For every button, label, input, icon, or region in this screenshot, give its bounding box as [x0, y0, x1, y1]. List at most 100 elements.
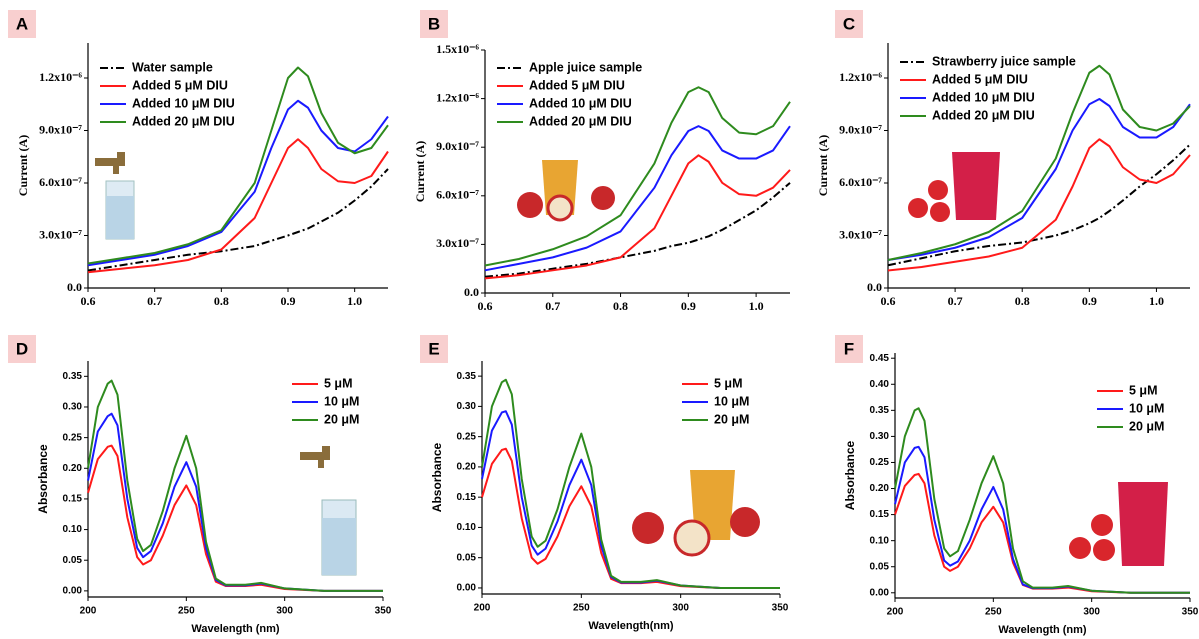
panel-label: B	[428, 14, 440, 33]
series-line	[481, 447, 780, 589]
legend-label: Added 10 μM DIU	[932, 90, 1035, 104]
legend-label: Added 10 μM DIU	[132, 96, 235, 110]
x-tick-label: 0.8	[214, 294, 229, 308]
legend-label: Added 20 μM DIU	[529, 114, 632, 128]
y-tick-label: 0.35	[63, 371, 83, 382]
panel-label: A	[16, 14, 28, 33]
legend-label: Added 5 μM DIU	[932, 72, 1028, 86]
y-tick-label: 0.00	[870, 587, 890, 598]
panel-label-box	[420, 10, 448, 38]
series-line	[887, 98, 1191, 261]
y-axis-label: Current (A)	[413, 141, 427, 202]
y-tick-label: 0.25	[870, 457, 890, 468]
x-tick-label: 200	[887, 607, 904, 618]
x-tick-label: 0.8	[1015, 294, 1030, 308]
panel-label: C	[843, 14, 855, 33]
y-tick-label: 3.0x10⁻⁷	[436, 236, 479, 250]
y-tick-label: 3.0x10⁻⁷	[839, 227, 882, 241]
panel-label: D	[16, 339, 28, 358]
y-tick-label: 9.0x10⁻⁷	[39, 122, 82, 136]
legend-label: 5 μM	[714, 376, 743, 390]
x-tick-label: 300	[672, 603, 689, 614]
y-tick-label: 0.45	[870, 353, 890, 364]
y-axis-label: Absorbance	[430, 443, 444, 513]
y-tick-label: 0.05	[63, 555, 83, 566]
y-tick-label: 0.10	[457, 522, 477, 533]
y-tick-label: 0.20	[870, 483, 890, 494]
panel-label: E	[428, 339, 439, 358]
x-tick-label: 0.7	[545, 299, 560, 313]
y-tick-label: 0.35	[870, 405, 890, 416]
x-tick-label: 250	[985, 607, 1002, 618]
x-tick-label: 350	[1182, 607, 1199, 618]
y-tick-label: 9.0x10⁻⁷	[436, 139, 479, 153]
series-line	[481, 410, 780, 589]
y-tick-label: 0.15	[63, 494, 83, 505]
panel-label-box	[420, 335, 448, 363]
y-tick-label: 1.2x10⁻⁶	[39, 70, 82, 84]
series-line	[484, 86, 791, 267]
y-tick-label: 0.15	[870, 509, 890, 520]
x-tick-label: 0.7	[147, 294, 162, 308]
legend-label: Added 5 μM DIU	[132, 78, 228, 92]
x-tick-label: 250	[573, 603, 590, 614]
y-tick-label: 0.05	[870, 561, 890, 572]
y-tick-label: 3.0x10⁻⁷	[39, 227, 82, 241]
panel-label: F	[844, 339, 854, 358]
y-tick-label: 1.2x10⁻⁶	[839, 70, 882, 84]
y-tick-label: 0.0	[867, 280, 882, 294]
y-tick-label: 0.15	[457, 492, 477, 503]
x-tick-label: 0.6	[478, 299, 493, 313]
legend-label: Water sample	[132, 60, 213, 74]
x-tick-label: 300	[276, 606, 293, 617]
legend-label: Added 10 μM DIU	[529, 96, 632, 110]
strawberry-juice-icon	[1069, 482, 1168, 566]
x-tick-label: 200	[80, 606, 97, 617]
series-line	[87, 66, 389, 265]
x-tick-label: 350	[375, 606, 392, 617]
x-tick-label: 1.0	[1149, 294, 1164, 308]
series-line	[484, 182, 791, 278]
legend-label: 20 μM	[1129, 419, 1164, 433]
panel-label-box	[835, 335, 863, 363]
water-icon	[300, 446, 357, 576]
y-axis-label: Current (A)	[16, 135, 30, 196]
series-line	[894, 407, 1190, 594]
y-axis-label: Current (A)	[816, 135, 830, 196]
series-line	[484, 125, 791, 272]
series-line	[481, 378, 780, 589]
legend-label: 5 μM	[324, 376, 353, 390]
y-tick-label: 0.35	[457, 371, 477, 382]
series-line	[887, 138, 1191, 272]
x-axis-label: Wavelength (nm)	[998, 624, 1087, 636]
series-line	[484, 154, 791, 280]
series-line	[87, 444, 383, 592]
legend-label: Strawberry juice sample	[932, 54, 1076, 68]
x-axis-label: Wavelength (nm)	[191, 623, 280, 635]
panel-label-box	[835, 10, 863, 38]
x-tick-label: 350	[772, 603, 789, 614]
legend-label: 10 μM	[1129, 401, 1164, 415]
x-tick-label: 0.9	[1082, 294, 1097, 308]
x-axis-label: Wavelength(nm)	[588, 620, 673, 632]
y-tick-label: 0.25	[457, 431, 477, 442]
y-tick-label: 0.30	[870, 431, 890, 442]
apple-juice-icon	[632, 470, 760, 557]
y-tick-label: 0.40	[870, 379, 890, 390]
water-icon	[95, 152, 135, 240]
x-tick-label: 0.6	[81, 294, 96, 308]
apple-juice-icon	[517, 160, 615, 222]
y-axis-label: Absorbance	[843, 441, 857, 511]
legend-label: 5 μM	[1129, 383, 1158, 397]
y-tick-label: 0.30	[457, 401, 477, 412]
legend-label: 10 μM	[324, 394, 359, 408]
panel-label-box	[8, 335, 36, 363]
y-tick-label: 0.05	[457, 552, 477, 563]
y-tick-label: 0.10	[870, 535, 890, 546]
y-tick-label: 6.0x10⁻⁷	[436, 188, 479, 202]
y-tick-label: 0.30	[63, 402, 83, 413]
x-tick-label: 0.6	[881, 294, 896, 308]
y-axis-label: Absorbance	[36, 444, 50, 514]
legend-label: 10 μM	[714, 394, 749, 408]
